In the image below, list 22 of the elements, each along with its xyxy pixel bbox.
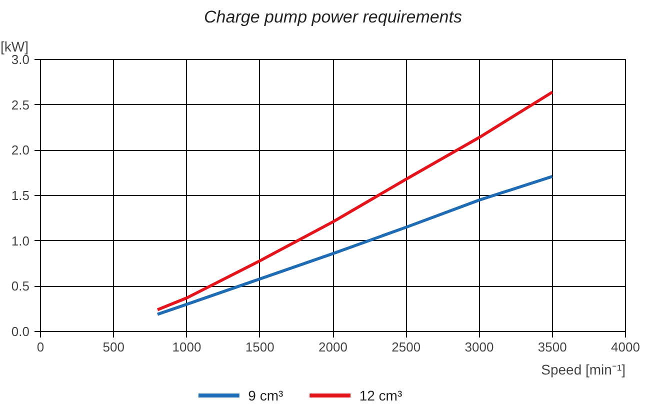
x-tick-label: 3000 bbox=[464, 340, 494, 354]
y-tick-label: 2.0 bbox=[11, 142, 30, 158]
x-tick-label: 4000 bbox=[611, 340, 640, 354]
x-tick-label: 1500 bbox=[245, 340, 274, 354]
legend-label: 9 cm³ bbox=[248, 388, 284, 404]
y-tick-label: 1.0 bbox=[11, 233, 30, 248]
x-tick-label: 2500 bbox=[392, 340, 421, 354]
line-series bbox=[156, 174, 554, 316]
x-tick-label: 500 bbox=[102, 340, 124, 354]
y-tick-label: 0.0 bbox=[11, 324, 30, 339]
y-tick-label: 0.5 bbox=[11, 278, 30, 294]
x-tick-label: 2000 bbox=[318, 340, 348, 354]
legend-label: 12 cm³ bbox=[359, 388, 402, 404]
x-tick-label: 0 bbox=[36, 340, 44, 354]
y-tick-label: 2.5 bbox=[11, 97, 30, 112]
line-series bbox=[156, 90, 554, 312]
x-axis-title: Speed [min⁻¹] bbox=[541, 362, 626, 378]
x-tick-label: 3500 bbox=[538, 340, 567, 354]
x-tick-label: 1000 bbox=[172, 340, 202, 354]
y-axis-title: [kW] bbox=[0, 38, 28, 54]
chart-title: Charge pump power requirements bbox=[204, 8, 462, 26]
y-tick-label: 1.5 bbox=[11, 188, 30, 203]
